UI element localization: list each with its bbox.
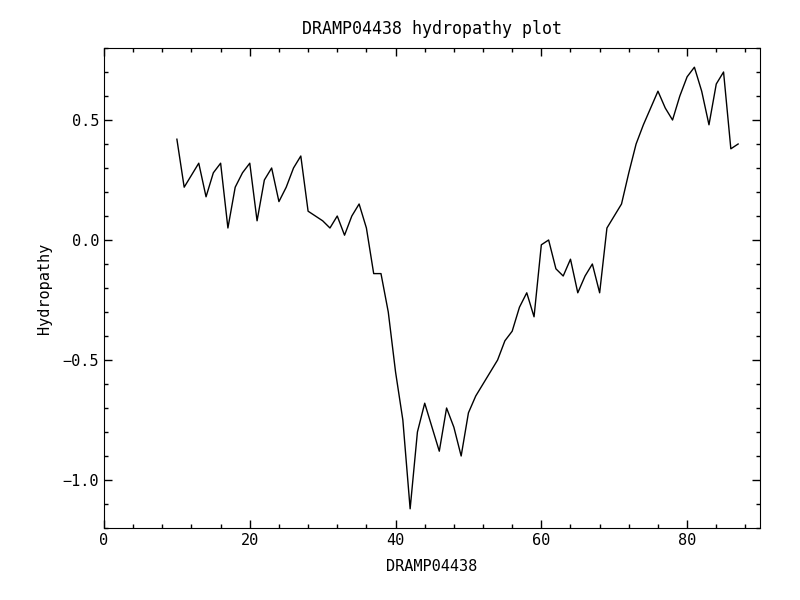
X-axis label: DRAMP04438: DRAMP04438	[386, 559, 478, 574]
Y-axis label: Hydropathy: Hydropathy	[37, 242, 51, 334]
Title: DRAMP04438 hydropathy plot: DRAMP04438 hydropathy plot	[302, 20, 562, 38]
